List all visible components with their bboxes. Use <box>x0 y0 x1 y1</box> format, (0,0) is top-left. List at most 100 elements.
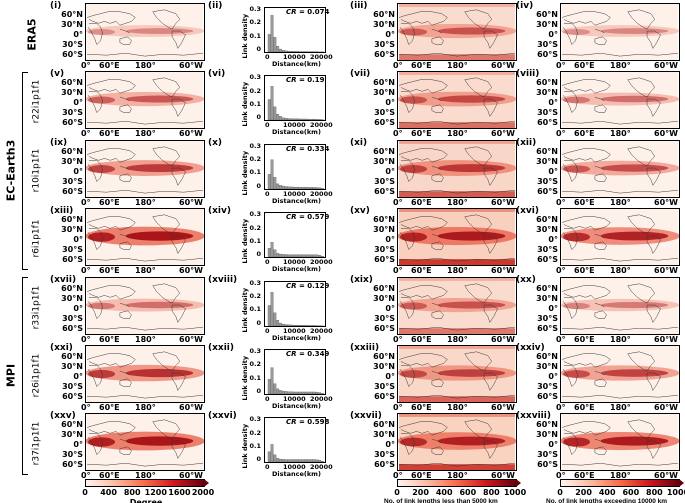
lat-tick: 60°S <box>537 460 558 470</box>
histogram-bar <box>270 242 274 258</box>
cr-value: 0.19 <box>307 76 325 85</box>
lat-tick: 60°N <box>61 283 83 293</box>
y-tick: 0.3 <box>249 141 261 150</box>
coastline <box>119 241 132 250</box>
coastline <box>87 365 103 387</box>
coastline <box>594 173 607 182</box>
coastline <box>594 310 607 319</box>
lon-tick: 0° <box>81 266 91 276</box>
histogram-bar <box>312 119 316 121</box>
coastline <box>87 228 103 251</box>
histogram-bar <box>298 324 302 326</box>
lon-tick: 180° <box>135 471 156 481</box>
equatorial-core <box>437 437 506 446</box>
lon-tick: 180° <box>610 334 631 344</box>
lon-tick: 0° <box>81 61 91 70</box>
lat-tick: 60°S <box>374 255 395 265</box>
coastline <box>562 159 578 182</box>
map-short-links <box>397 413 517 472</box>
equatorial-core <box>437 95 506 104</box>
lon-tick: 60°W <box>491 471 515 481</box>
histogram-bar <box>281 185 285 189</box>
coastline <box>398 216 448 231</box>
lat-tick: 0° <box>385 98 395 108</box>
histogram-bar <box>287 391 291 395</box>
coastline <box>431 173 444 182</box>
coastline <box>398 421 448 436</box>
lon-tick: 0° <box>556 129 566 139</box>
colorbar-tick: 400 <box>598 488 616 497</box>
coastline <box>87 296 103 319</box>
coastline <box>399 258 515 262</box>
equatorial-band <box>85 25 205 37</box>
lat-tick: 60°S <box>537 186 558 196</box>
histogram-bar <box>309 324 313 326</box>
lon-tick: 60°E <box>411 129 432 139</box>
histogram-bar <box>287 324 291 326</box>
lon-tick: 180° <box>610 403 631 412</box>
lat-tick: 30°N <box>373 293 395 303</box>
lat-tick: 30°N <box>61 156 83 166</box>
coastline <box>171 167 186 186</box>
y-tick: 0.2 <box>249 86 261 95</box>
coastline <box>594 439 605 444</box>
equatorial-core <box>437 163 506 172</box>
coastline <box>87 23 103 45</box>
lat-tick: 60°N <box>373 215 395 225</box>
panel-label: (xviii) <box>208 274 238 285</box>
lon-tick: 60°W <box>491 61 515 70</box>
histogram-bar <box>309 391 313 395</box>
group-label-mpi: MPI <box>4 363 18 388</box>
coastline <box>399 394 515 399</box>
coastline <box>646 30 661 49</box>
histogram-bar <box>281 323 285 326</box>
x-axis-label: Distance(km) <box>272 402 321 410</box>
coastline <box>464 283 493 304</box>
histogram-bar <box>293 51 296 53</box>
coastline <box>594 97 605 102</box>
histogram-bar <box>318 460 322 463</box>
equatorial-core <box>437 369 506 377</box>
map-short-links <box>397 345 517 403</box>
lat-tick: 60°N <box>61 420 83 430</box>
cr-value: 0.334 <box>307 144 330 153</box>
histogram-bar <box>307 119 310 121</box>
coastline <box>561 11 611 26</box>
equatorial-band <box>560 298 680 311</box>
lon-tick: 60°E <box>574 129 595 139</box>
histogram-bar <box>321 256 324 258</box>
lat-tick: 0° <box>73 372 83 381</box>
panel-label: (xxiv) <box>516 343 545 353</box>
cr-symbol: CR <box>286 213 297 222</box>
histogram-bar <box>267 173 271 189</box>
coastline <box>561 79 611 94</box>
x-tick: 20000 <box>310 189 333 198</box>
panel-label: (xvii) <box>50 274 77 285</box>
equatorial-core <box>600 164 669 172</box>
x-axis-label: Distance(km) <box>272 128 321 137</box>
colorbar <box>397 479 517 487</box>
lon-tick: 60°W <box>179 266 203 276</box>
row-label: r26i1p1f1 <box>31 353 42 398</box>
coastline <box>398 11 448 26</box>
coastline <box>594 302 605 307</box>
coastline <box>431 378 444 387</box>
colorbar-label: No. of link lengths exceeding 10000 km <box>546 498 668 503</box>
lon-tick: 0° <box>556 266 566 276</box>
coastline <box>562 189 678 194</box>
histogram-bar <box>267 99 271 121</box>
coastline <box>399 463 515 467</box>
coastline <box>119 446 132 456</box>
equatorial-core <box>600 28 669 34</box>
histogram-bar <box>279 116 282 121</box>
lon-tick: 180° <box>447 471 468 481</box>
lon-tick: 60°E <box>411 266 432 276</box>
coastline <box>483 235 498 255</box>
lon-tick: 0° <box>81 334 91 344</box>
histogram-bar <box>321 188 324 189</box>
lon-tick: 180° <box>135 129 156 139</box>
panel-label: (xxviii) <box>516 411 551 422</box>
histogram-bar <box>298 391 302 395</box>
panel-label: (xxii) <box>208 343 235 353</box>
row-label: ERA5 <box>25 18 39 51</box>
